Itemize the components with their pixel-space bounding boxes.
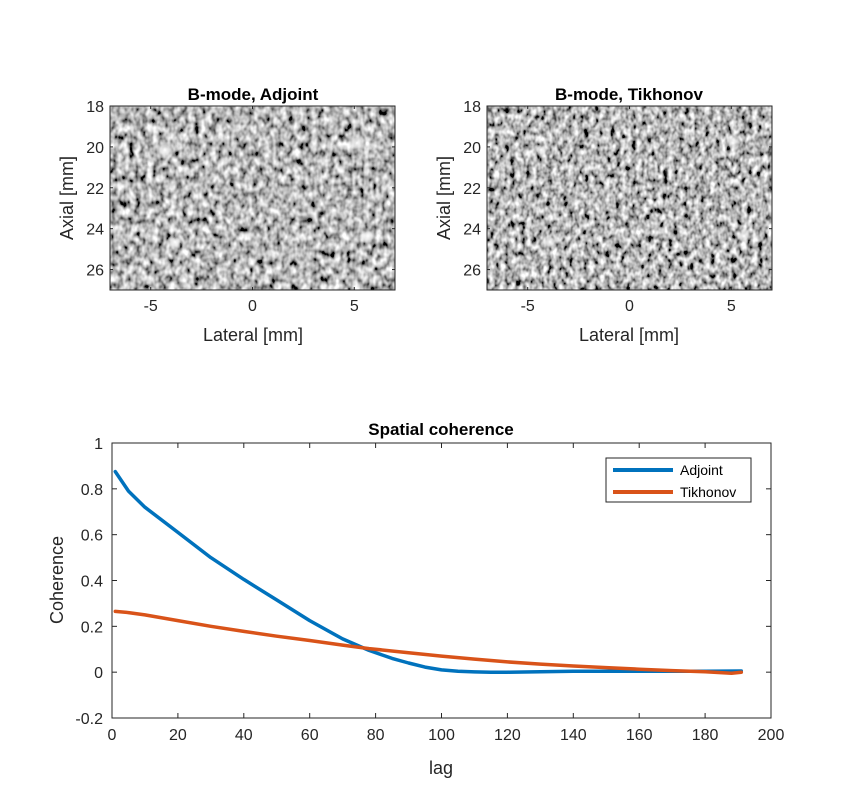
series-line-tikhonov <box>113 609 744 676</box>
bmode-adjoint-xtick-label: 0 <box>248 298 257 315</box>
coherence-xtick-label: 80 <box>367 727 385 744</box>
bmode-adjoint-ylabel: Axial [mm] <box>57 156 77 240</box>
coherence-xtick-label: 200 <box>758 727 785 744</box>
bmode-adjoint-image <box>110 106 395 290</box>
bmode-adjoint-ytick-label: 24 <box>86 222 104 239</box>
coherence-ticks: 0 20 40 60 80 100 120 140 160 180 200 -0.2 0 0.2 0.4 0.… <box>75 436 784 744</box>
bmode-adjoint-xlabel: Lateral [mm] <box>203 325 303 345</box>
bright-target <box>348 134 366 152</box>
bright-target <box>156 141 174 159</box>
bmode-tikhonov-ytick-label: 18 <box>463 99 481 116</box>
coherence-xtick-label: 60 <box>301 727 319 744</box>
bmode-adjoint-ytick-label: 20 <box>86 140 104 157</box>
coherence-xtick-label: 180 <box>692 727 719 744</box>
bmode-tikhonov-image <box>487 106 772 290</box>
coherence-xtick-label: 20 <box>169 727 187 744</box>
coherence-ylabel: Coherence <box>47 536 67 624</box>
series-line-adjoint <box>113 469 744 674</box>
coherence-ytick-label: 0 <box>94 665 103 682</box>
bmode-tikhonov-ytick-label: 20 <box>463 140 481 157</box>
coherence-ytick-label: 0.4 <box>81 574 103 591</box>
bmode-adjoint-xtick-label: -5 <box>144 298 158 315</box>
bright-target <box>534 143 548 157</box>
bmode-tikhonov-ytick-label: 26 <box>463 263 481 280</box>
coherence-panel: Spatial coherence 0 20 40 60 80 100 120 140 160 1… <box>47 420 784 778</box>
coherence-legend: Adjoint Tikhonov <box>605 457 752 503</box>
bmode-adjoint-ytick-label: 18 <box>86 99 104 116</box>
coherence-xtick-label: 120 <box>494 727 521 744</box>
bmode-adjoint-panel: B-mode, Adjoint -5 0 5 18 20 22 24 26 Lateral [… <box>57 85 396 345</box>
bmode-tikhonov-xtick-label: 5 <box>727 298 736 315</box>
coherence-ytick-label: 0.8 <box>81 482 103 499</box>
bmode-tikhonov-xlabel: Lateral [mm] <box>579 325 679 345</box>
bright-target <box>543 235 557 249</box>
coherence-series <box>113 469 744 676</box>
coherence-xlabel: lag <box>429 758 453 778</box>
bmode-tikhonov-ylabel: Axial [mm] <box>434 156 454 240</box>
bmode-adjoint-ticks: -5 0 5 18 20 22 24 26 <box>86 99 395 315</box>
bmode-tikhonov-ytick-label: 24 <box>463 222 481 239</box>
coherence-xtick-label: 100 <box>428 727 455 744</box>
coherence-xtick-label: 160 <box>626 727 653 744</box>
coherence-xtick-label: 40 <box>235 727 253 744</box>
coherence-xtick-label: 140 <box>560 727 587 744</box>
legend-adjoint-label: Adjoint <box>680 462 723 478</box>
bmode-adjoint-title: B-mode, Adjoint <box>188 85 319 104</box>
bmode-tikhonov-ytick-label: 22 <box>463 181 481 198</box>
coherence-ytick-label: -0.2 <box>75 711 103 728</box>
coherence-xtick-label: 0 <box>108 727 117 744</box>
bright-target <box>360 228 376 244</box>
coherence-ytick-label: 1 <box>94 436 103 453</box>
bmode-tikhonov-ticks: -5 0 5 18 20 22 24 26 <box>463 99 772 315</box>
bmode-tikhonov-title: B-mode, Tikhonov <box>555 85 704 104</box>
bmode-adjoint-ytick-label: 22 <box>86 181 104 198</box>
bright-target <box>726 136 740 150</box>
bright-target <box>737 229 751 243</box>
bmode-tikhonov-xtick-label: -5 <box>521 298 535 315</box>
bmode-tikhonov-xtick-label: 0 <box>625 298 634 315</box>
coherence-ytick-label: 0.2 <box>81 619 103 636</box>
bmode-adjoint-xtick-label: 5 <box>350 298 359 315</box>
bmode-tikhonov-panel: B-mode, Tikhonov -5 0 5 18 20 22 24 26 Lateral … <box>434 85 773 345</box>
coherence-ytick-label: 0.6 <box>81 528 103 545</box>
coherence-title: Spatial coherence <box>368 420 514 439</box>
legend-box <box>605 457 752 503</box>
legend-tikhonov-label: Tikhonov <box>680 484 736 500</box>
bright-target <box>167 234 183 250</box>
bmode-adjoint-ytick-label: 26 <box>86 263 104 280</box>
